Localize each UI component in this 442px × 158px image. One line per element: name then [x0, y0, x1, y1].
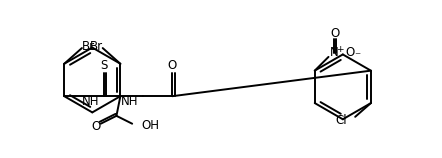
- Text: O: O: [168, 59, 177, 72]
- Text: Cl: Cl: [335, 114, 347, 127]
- Text: O: O: [91, 120, 100, 133]
- Text: N: N: [330, 46, 339, 59]
- Text: Br: Br: [90, 40, 103, 53]
- Text: +: +: [336, 45, 344, 54]
- Text: NH: NH: [82, 95, 99, 108]
- Text: O: O: [331, 27, 340, 40]
- Text: NH: NH: [121, 95, 139, 108]
- Text: S: S: [100, 59, 107, 72]
- Text: ⁻: ⁻: [354, 50, 360, 63]
- Text: Br: Br: [82, 40, 95, 53]
- Text: O: O: [346, 46, 355, 59]
- Text: OH: OH: [141, 119, 159, 132]
